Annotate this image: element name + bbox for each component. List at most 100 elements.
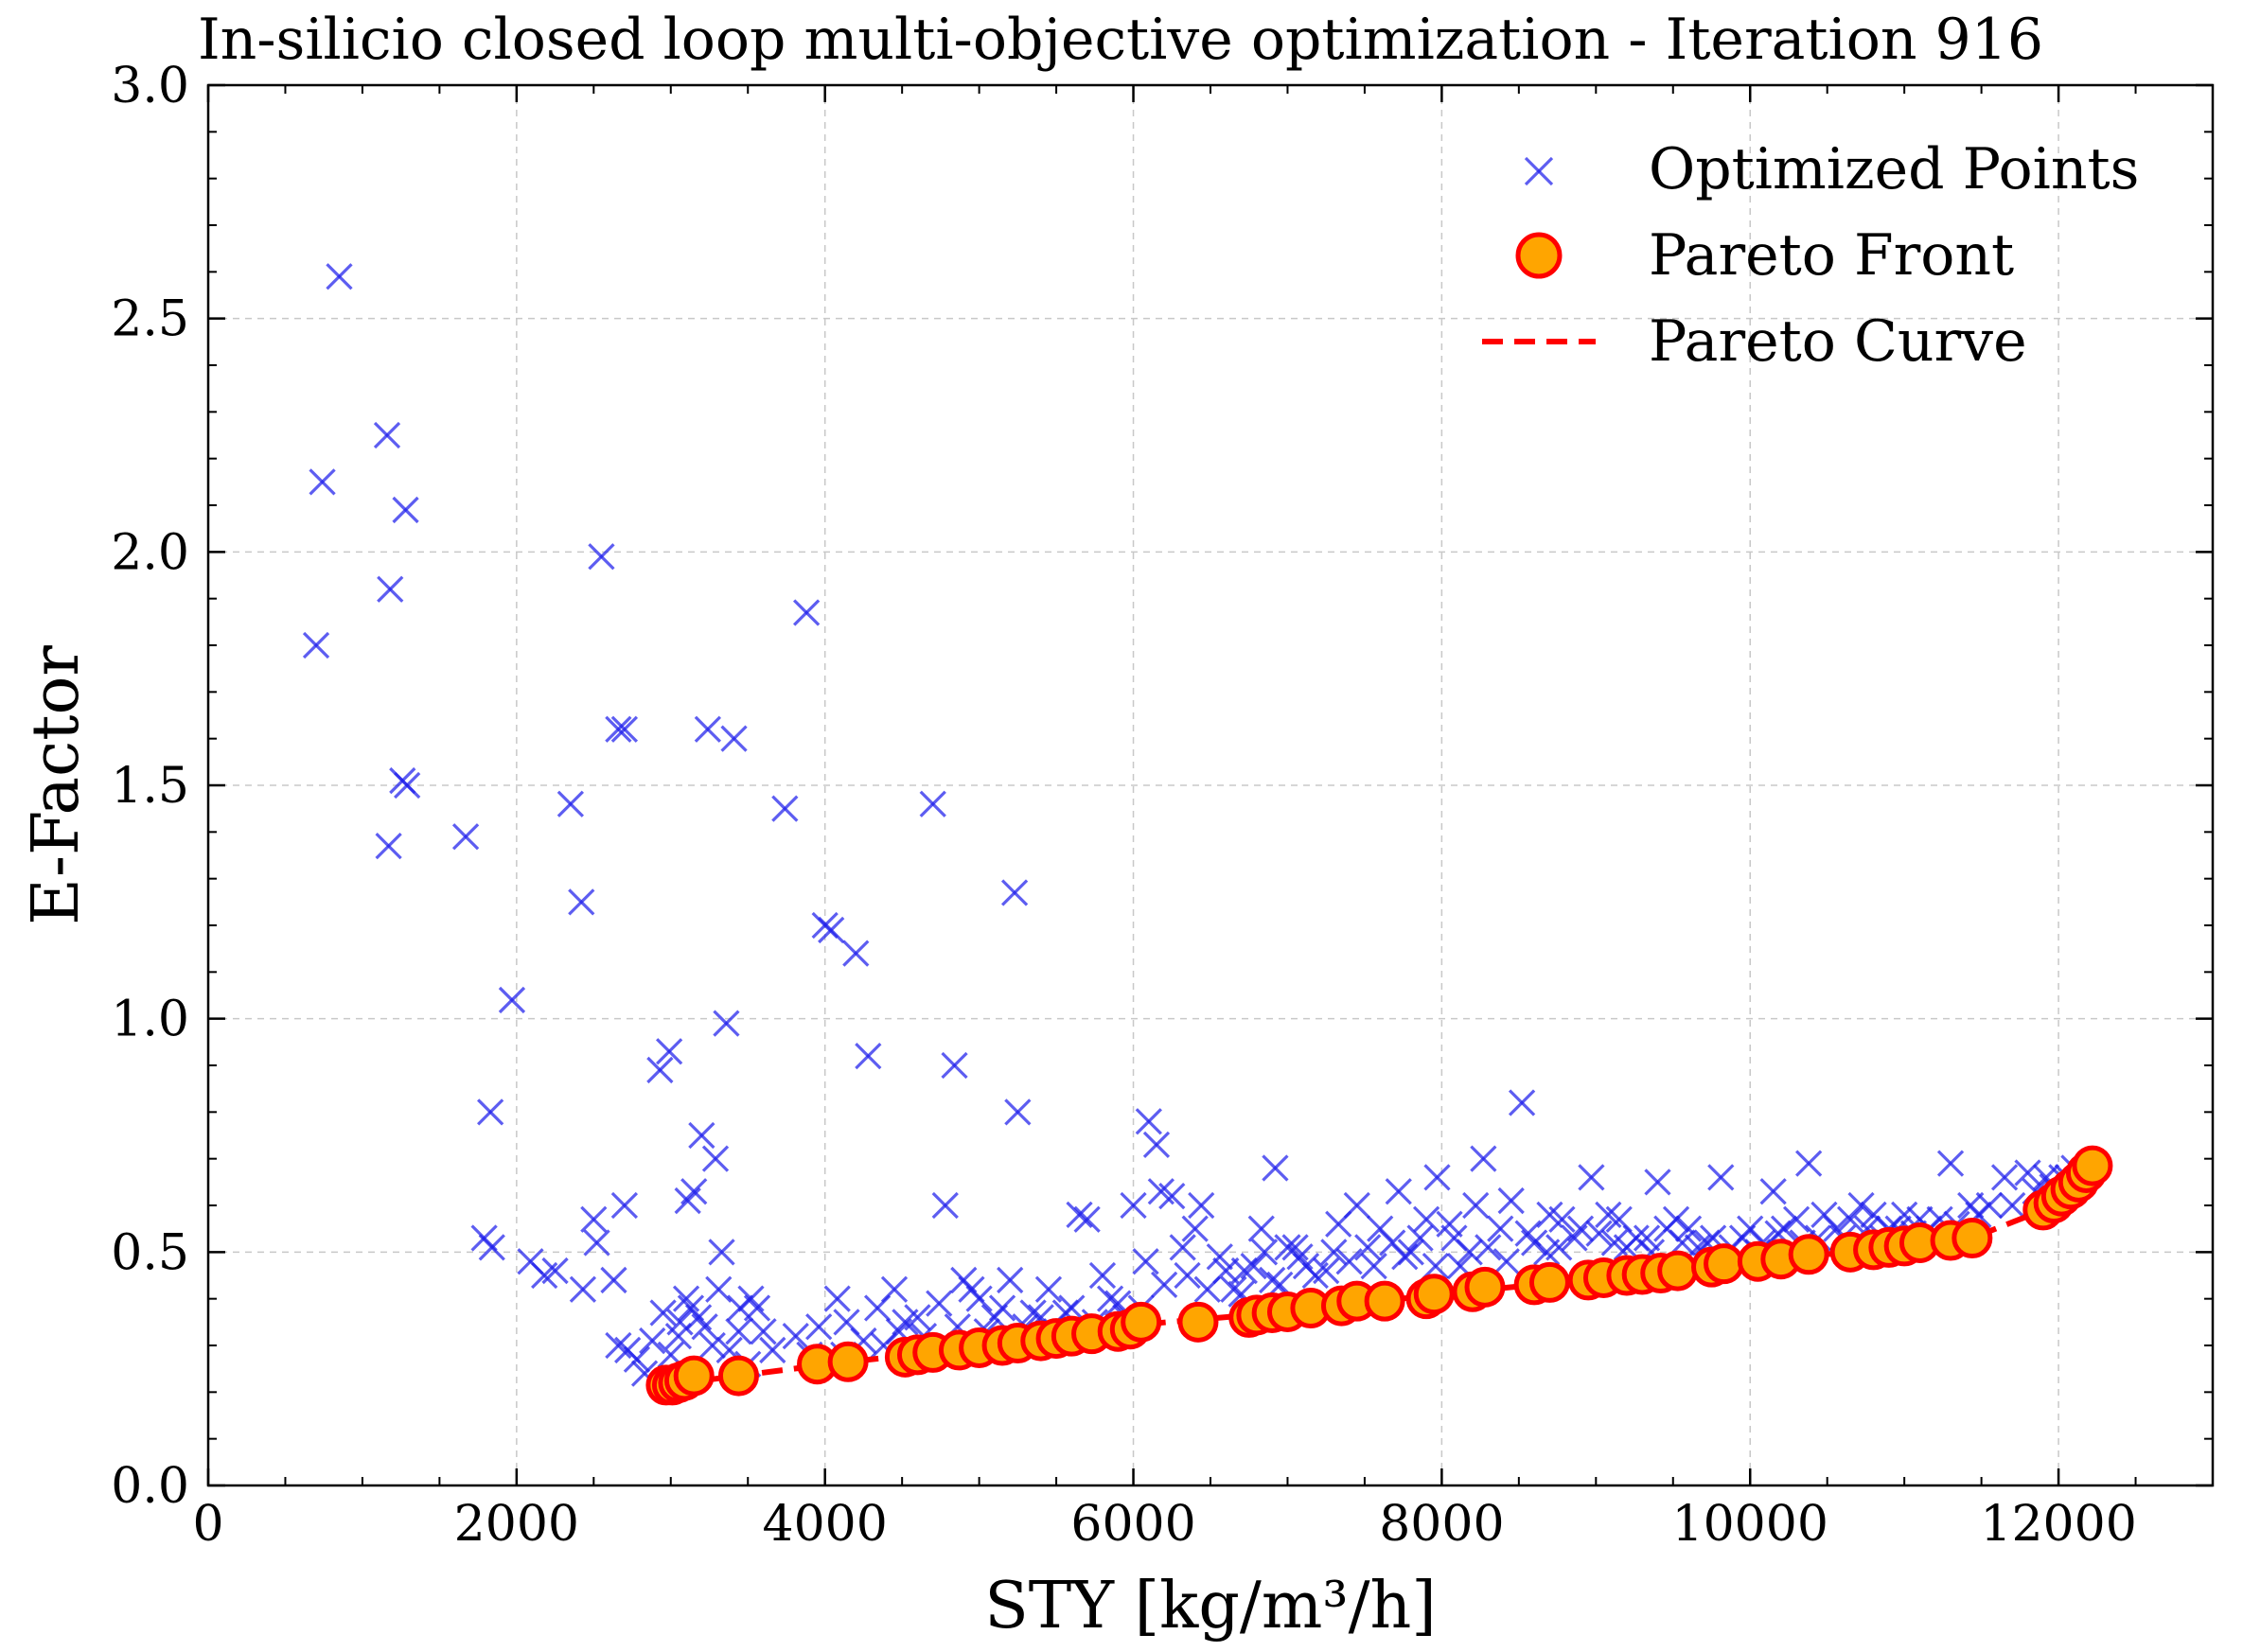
optimized-point — [988, 1294, 1016, 1322]
optimized-point — [818, 916, 845, 944]
optimized-point — [1150, 1271, 1178, 1298]
optimized-point — [1206, 1243, 1233, 1271]
optimized-point — [1391, 1243, 1419, 1271]
optimized-point — [743, 1294, 771, 1322]
optimized-point — [672, 1285, 700, 1312]
optimized-point — [580, 1205, 608, 1233]
optimized-point — [610, 715, 639, 743]
optimized-point — [1462, 1191, 1490, 1220]
optimized-point — [1181, 1215, 1209, 1242]
optimized-point — [997, 1266, 1024, 1294]
optimized-point — [646, 1056, 674, 1084]
optimized-point — [958, 1275, 985, 1303]
optimized-point — [605, 1331, 632, 1360]
optimized-point — [771, 795, 799, 822]
optimized-point — [1174, 1261, 1201, 1290]
pareto-front-point — [1121, 1301, 1162, 1343]
optimized-point — [1782, 1205, 1810, 1233]
optimized-point — [1135, 1108, 1162, 1135]
optimized-point — [1470, 1145, 1497, 1172]
optimized-point — [759, 1336, 786, 1364]
optimized-point — [610, 1191, 639, 1220]
axis-ticks — [206, 83, 2213, 1487]
optimized-point — [880, 1275, 909, 1303]
pareto-front-point — [717, 1355, 759, 1397]
optimized-point — [568, 888, 595, 916]
optimized-point — [680, 1178, 708, 1205]
optimized-point — [1497, 1186, 1525, 1215]
grid-lines — [208, 85, 2213, 1485]
pareto-front-point — [2072, 1145, 2113, 1186]
y-tick-label: 2.0 — [111, 524, 189, 581]
optimized-point — [1320, 1239, 1348, 1266]
optimized-point — [1250, 1239, 1279, 1266]
optimized-point — [656, 1038, 683, 1065]
optimized-point — [1891, 1201, 1918, 1228]
optimized-point — [1633, 1224, 1661, 1252]
optimized-point — [1847, 1191, 1875, 1220]
x-tick-label: 8000 — [1379, 1496, 1504, 1553]
optimized-point — [1492, 1248, 1520, 1275]
optimized-point — [1247, 1215, 1275, 1242]
optimized-point — [2014, 1159, 2041, 1186]
optimized-point — [1004, 1098, 1032, 1126]
optimized-point — [1088, 1261, 1117, 1290]
y-tick-label: 3.0 — [111, 58, 189, 114]
optimized-point — [1422, 1253, 1449, 1280]
optimized-point — [1406, 1224, 1434, 1252]
optimized-point — [1120, 1191, 1147, 1220]
optimized-point — [750, 1318, 777, 1345]
optimized-point — [1169, 1234, 1196, 1261]
optimized-point — [1548, 1205, 1576, 1233]
x-tick-label: 10000 — [1672, 1496, 1828, 1553]
optimized-point — [1412, 1205, 1440, 1233]
optimized-point — [1073, 1205, 1101, 1233]
y-tick-label: 1.0 — [111, 992, 189, 1048]
optimized-point — [1578, 1164, 1605, 1191]
optimized-point — [1508, 1089, 1536, 1116]
legend-marker-pareto-front-icon — [1515, 232, 1563, 279]
optimized-point — [1000, 879, 1029, 906]
chart-title: In-silicio closed loop multi-objective o… — [198, 7, 2043, 73]
pareto-front-point — [1657, 1250, 1699, 1292]
optimized-point — [805, 1313, 833, 1341]
axis-tick-labels: 0 2000 4000 6000 8000 10000 12000 0.0 0.5 1.0 1.5 2… — [111, 58, 2136, 1553]
optimized-point — [1132, 1248, 1159, 1275]
pareto-front-point — [1413, 1274, 1455, 1315]
x-tick-label: 6000 — [1070, 1496, 1195, 1553]
optimized-point — [1354, 1234, 1382, 1261]
optimized-point — [926, 1290, 953, 1317]
optimized-point — [1343, 1191, 1370, 1220]
x-axis-label: STY [kg/m³/h] — [984, 1569, 1437, 1643]
optimized-point — [1585, 1220, 1613, 1247]
optimized-point — [705, 1275, 733, 1303]
optimized-point — [309, 468, 336, 496]
optimized-point — [1936, 1150, 1965, 1177]
pareto-front-point — [1464, 1266, 1506, 1308]
optimized-point — [1759, 1178, 1787, 1205]
optimized-point — [1188, 1191, 1215, 1220]
legend-label-pareto-curve: Pareto Curve — [1649, 308, 2027, 375]
optimized-point — [1475, 1234, 1502, 1261]
optimized-point — [701, 1145, 730, 1172]
optimized-point — [1707, 1164, 1735, 1191]
optimized-point — [394, 771, 421, 800]
optimized-point — [1456, 1239, 1483, 1266]
optimized-point — [556, 790, 585, 817]
optimized-point — [1066, 1201, 1093, 1228]
x-tick-label: 0 — [192, 1496, 223, 1553]
optimized-point — [708, 1239, 735, 1266]
optimized-point — [694, 715, 722, 743]
optimized-point — [451, 823, 480, 851]
optimized-point — [1487, 1215, 1514, 1242]
optimized-point — [1600, 1229, 1628, 1257]
pareto-front-series — [645, 1145, 2113, 1406]
pareto-front-point — [1704, 1243, 1745, 1285]
pareto-front-point — [1528, 1261, 1570, 1303]
optimized-point — [623, 1345, 651, 1373]
optimized-point — [1158, 1183, 1186, 1210]
pareto-front-point — [1952, 1218, 1993, 1259]
optimized-point — [1674, 1215, 1703, 1242]
optimized-point — [649, 1299, 677, 1327]
